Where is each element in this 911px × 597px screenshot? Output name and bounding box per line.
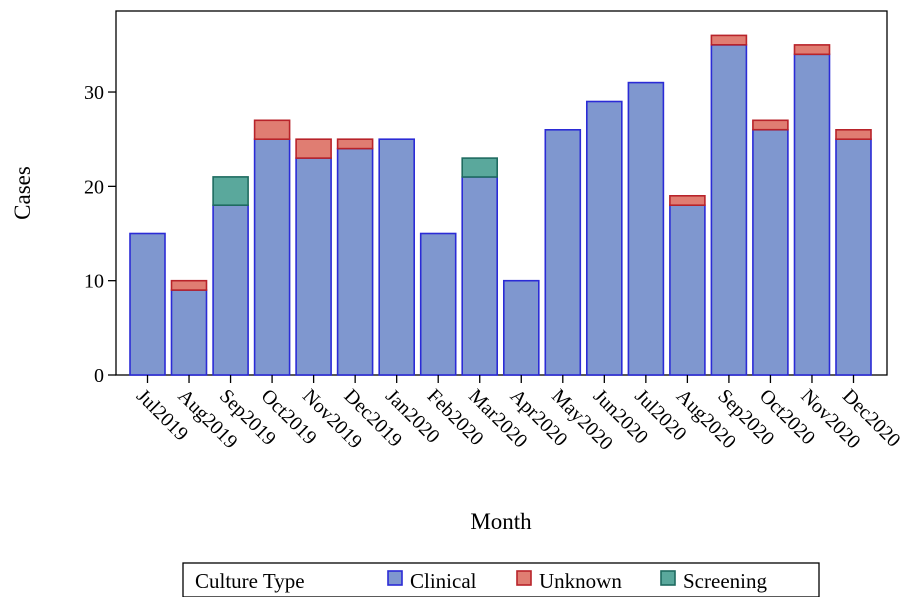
bar-unknown-nov2020	[793, 44, 831, 56]
y-tick-label: 10	[84, 271, 104, 293]
legend-swatch-unknown	[516, 570, 532, 586]
legend-label-unknown: Unknown	[539, 569, 622, 593]
y-axis-title: Cases	[10, 166, 35, 220]
bar-clinical-mar2020	[461, 176, 499, 376]
bar-unknown-oct2019	[253, 119, 291, 141]
bar-unknown-sep2020	[710, 34, 748, 46]
bar-unknown-nov2019	[295, 138, 332, 159]
legend: Culture Type Clinical Unknown Screening	[182, 562, 820, 597]
legend-label-clinical: Clinical	[410, 569, 477, 593]
bar-unknown-aug2020	[669, 195, 706, 207]
bar-unknown-dec2020	[835, 129, 872, 141]
bar-unknown-oct2020	[752, 119, 789, 131]
x-axis: Jul2019Aug2019Sep2019Oct2019Nov2019Dec20…	[132, 375, 905, 455]
plot-frame	[115, 10, 888, 376]
bar-clinical-oct2020	[752, 129, 789, 376]
bar-clinical-apr2020	[502, 279, 540, 376]
legend-frame	[182, 562, 820, 597]
y-axis: 0 10 20 30	[84, 82, 116, 387]
bar-clinical-oct2019	[253, 138, 291, 376]
bars-layer	[129, 34, 872, 376]
bar-clinical-dec2019	[336, 147, 374, 376]
y-tick-label: 30	[84, 82, 104, 104]
bar-clinical-sep2019	[212, 204, 249, 376]
bar-clinical-nov2019	[295, 157, 332, 376]
y-tick-label: 0	[94, 365, 104, 387]
bar-clinical-jul2020	[627, 81, 665, 376]
legend-swatch-screening	[660, 570, 676, 586]
bar-clinical-jul2019	[129, 232, 166, 376]
legend-items: Clinical Unknown Screening	[387, 569, 767, 593]
bar-clinical-aug2019	[170, 289, 208, 376]
bar-clinical-dec2020	[835, 138, 872, 376]
legend-swatch-clinical	[387, 570, 403, 586]
bar-clinical-feb2020	[419, 232, 457, 376]
bar-clinical-sep2020	[710, 44, 748, 376]
bar-clinical-jan2020	[378, 138, 416, 376]
legend-title: Culture Type	[195, 569, 305, 593]
bar-screening-mar2020	[461, 157, 499, 178]
y-tick-label: 20	[84, 176, 104, 198]
x-axis-title: Month	[470, 509, 532, 534]
bar-clinical-nov2020	[793, 53, 831, 376]
bar-clinical-may2020	[544, 129, 582, 376]
bar-screening-sep2019	[212, 176, 249, 206]
legend-label-screening: Screening	[683, 569, 767, 593]
bar-unknown-aug2019	[170, 279, 208, 291]
bar-clinical-aug2020	[669, 204, 706, 376]
bar-unknown-dec2019	[336, 138, 374, 150]
bar-clinical-jun2020	[585, 100, 623, 376]
